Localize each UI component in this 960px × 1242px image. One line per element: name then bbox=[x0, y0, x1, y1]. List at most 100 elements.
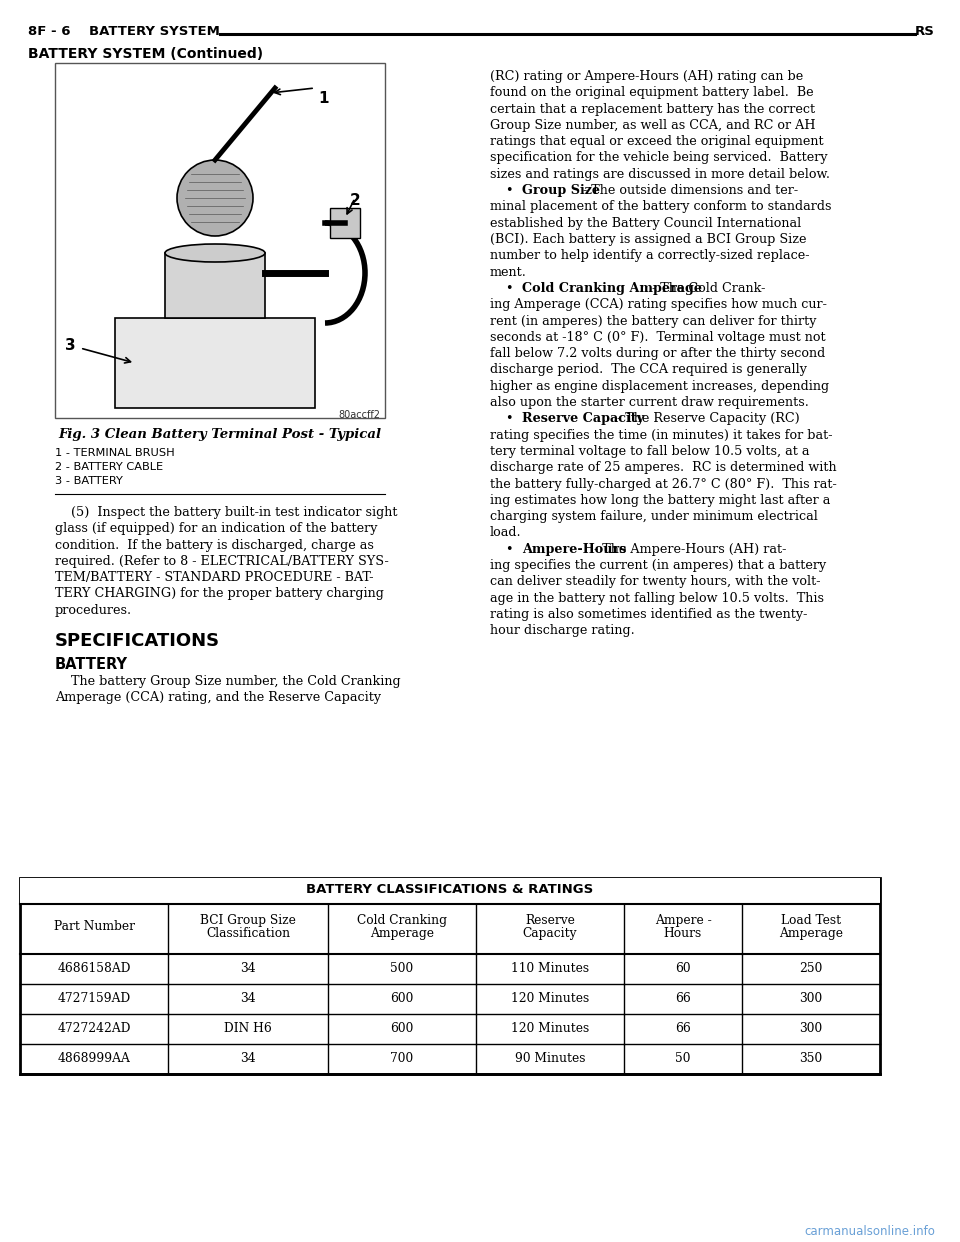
Text: ing specifies the current (in amperes) that a battery: ing specifies the current (in amperes) t… bbox=[490, 559, 827, 573]
Text: Cold Cranking Amperage: Cold Cranking Amperage bbox=[522, 282, 702, 294]
Text: Fig. 3 Clean Battery Terminal Post - Typical: Fig. 3 Clean Battery Terminal Post - Typ… bbox=[59, 428, 381, 441]
Text: 4727242AD: 4727242AD bbox=[58, 1021, 131, 1035]
Text: - The Ampere-Hours (AH) rat-: - The Ampere-Hours (AH) rat- bbox=[590, 543, 787, 555]
Text: minal placement of the battery conform to standards: minal placement of the battery conform t… bbox=[490, 200, 831, 214]
Text: BATTERY: BATTERY bbox=[55, 657, 128, 672]
Text: 600: 600 bbox=[391, 1021, 414, 1035]
Ellipse shape bbox=[165, 243, 265, 262]
Text: 3: 3 bbox=[65, 338, 76, 353]
Text: 2 - BATTERY CABLE: 2 - BATTERY CABLE bbox=[55, 462, 163, 472]
Text: Amperage: Amperage bbox=[370, 927, 434, 940]
Text: Group Size: Group Size bbox=[522, 184, 600, 197]
Text: 8F - 6    BATTERY SYSTEM: 8F - 6 BATTERY SYSTEM bbox=[28, 25, 220, 39]
Text: rent (in amperes) the battery can deliver for thirty: rent (in amperes) the battery can delive… bbox=[490, 314, 817, 328]
Text: required. (Refer to 8 - ELECTRICAL/BATTERY SYS-: required. (Refer to 8 - ELECTRICAL/BATTE… bbox=[55, 555, 389, 568]
Text: ment.: ment. bbox=[490, 266, 527, 278]
Text: rating specifies the time (in minutes) it takes for bat-: rating specifies the time (in minutes) i… bbox=[490, 428, 832, 442]
Text: load.: load. bbox=[490, 527, 521, 539]
Text: 250: 250 bbox=[800, 961, 823, 975]
Text: Capacity: Capacity bbox=[523, 927, 577, 940]
Text: 4868999AA: 4868999AA bbox=[58, 1052, 131, 1064]
Text: - The outside dimensions and ter-: - The outside dimensions and ter- bbox=[579, 184, 798, 197]
Text: 34: 34 bbox=[240, 961, 255, 975]
Text: Amperage: Amperage bbox=[779, 927, 843, 940]
Text: tery terminal voltage to fall below 10.5 volts, at a: tery terminal voltage to fall below 10.5… bbox=[490, 445, 809, 458]
Text: ing Amperage (CCA) rating specifies how much cur-: ing Amperage (CCA) rating specifies how … bbox=[490, 298, 827, 312]
Text: Classification: Classification bbox=[206, 927, 290, 940]
Text: sizes and ratings are discussed in more detail below.: sizes and ratings are discussed in more … bbox=[490, 168, 830, 181]
Text: can deliver steadily for twenty hours, with the volt-: can deliver steadily for twenty hours, w… bbox=[490, 575, 821, 589]
Text: Ampere-Hours: Ampere-Hours bbox=[522, 543, 626, 555]
Text: BATTERY SYSTEM (Continued): BATTERY SYSTEM (Continued) bbox=[28, 47, 263, 61]
Text: 3 - BATTERY: 3 - BATTERY bbox=[55, 476, 123, 486]
Text: 34: 34 bbox=[240, 991, 255, 1005]
Text: 350: 350 bbox=[800, 1052, 823, 1064]
Bar bbox=[55, 63, 385, 419]
Text: higher as engine displacement increases, depending: higher as engine displacement increases,… bbox=[490, 380, 829, 392]
Text: discharge period.  The CCA required is generally: discharge period. The CCA required is ge… bbox=[490, 364, 807, 376]
Text: 300: 300 bbox=[800, 991, 823, 1005]
Bar bbox=[20, 878, 880, 1074]
Text: glass (if equipped) for an indication of the battery: glass (if equipped) for an indication of… bbox=[55, 523, 377, 535]
Text: 120 Minutes: 120 Minutes bbox=[511, 991, 589, 1005]
Text: Ampere -: Ampere - bbox=[655, 914, 711, 927]
Text: Part Number: Part Number bbox=[54, 920, 134, 934]
Bar bbox=[20, 878, 880, 904]
Text: 66: 66 bbox=[675, 1021, 691, 1035]
Text: •: • bbox=[490, 282, 517, 294]
Text: Amperage (CCA) rating, and the Reserve Capacity: Amperage (CCA) rating, and the Reserve C… bbox=[55, 692, 381, 704]
Text: 1 - TERMINAL BRUSH: 1 - TERMINAL BRUSH bbox=[55, 448, 175, 458]
Text: rating is also sometimes identified as the twenty-: rating is also sometimes identified as t… bbox=[490, 607, 807, 621]
Text: ing estimates how long the battery might last after a: ing estimates how long the battery might… bbox=[490, 494, 830, 507]
Text: 4727159AD: 4727159AD bbox=[58, 991, 131, 1005]
Text: specification for the vehicle being serviced.  Battery: specification for the vehicle being serv… bbox=[490, 152, 828, 164]
Text: hour discharge rating.: hour discharge rating. bbox=[490, 625, 635, 637]
Bar bbox=[330, 207, 360, 238]
Bar bbox=[165, 253, 265, 318]
Text: The battery Group Size number, the Cold Cranking: The battery Group Size number, the Cold … bbox=[55, 676, 400, 688]
Text: BATTERY CLASSIFICATIONS & RATINGS: BATTERY CLASSIFICATIONS & RATINGS bbox=[306, 883, 593, 895]
Text: •: • bbox=[490, 184, 517, 197]
Text: seconds at -18° C (0° F).  Terminal voltage must not: seconds at -18° C (0° F). Terminal volta… bbox=[490, 330, 826, 344]
Text: carmanualsonline.info: carmanualsonline.info bbox=[804, 1225, 935, 1238]
Text: TERY CHARGING) for the proper battery charging: TERY CHARGING) for the proper battery ch… bbox=[55, 587, 384, 600]
Text: Group Size number, as well as CCA, and RC or AH: Group Size number, as well as CCA, and R… bbox=[490, 119, 815, 132]
Text: 34: 34 bbox=[240, 1052, 255, 1064]
Text: 300: 300 bbox=[800, 1021, 823, 1035]
Text: 500: 500 bbox=[391, 961, 414, 975]
Text: •: • bbox=[490, 543, 517, 555]
Text: 120 Minutes: 120 Minutes bbox=[511, 1021, 589, 1035]
Text: (BCI). Each battery is assigned a BCI Group Size: (BCI). Each battery is assigned a BCI Gr… bbox=[490, 233, 806, 246]
Text: (RC) rating or Ampere-Hours (AH) rating can be: (RC) rating or Ampere-Hours (AH) rating … bbox=[490, 70, 804, 83]
Text: •: • bbox=[490, 412, 517, 425]
Text: fall below 7.2 volts during or after the thirty second: fall below 7.2 volts during or after the… bbox=[490, 347, 826, 360]
Text: - The Cold Crank-: - The Cold Crank- bbox=[647, 282, 765, 294]
Circle shape bbox=[177, 160, 253, 236]
Text: RS: RS bbox=[915, 25, 935, 39]
Text: Load Test: Load Test bbox=[780, 914, 841, 927]
Text: Cold Cranking: Cold Cranking bbox=[357, 914, 447, 927]
Text: 60: 60 bbox=[675, 961, 691, 975]
Text: DIN H6: DIN H6 bbox=[224, 1021, 272, 1035]
Text: the battery fully-charged at 26.7° C (80° F).  This rat-: the battery fully-charged at 26.7° C (80… bbox=[490, 477, 837, 491]
Bar bbox=[115, 318, 315, 409]
Text: 1: 1 bbox=[318, 91, 328, 106]
Text: SPECIFICATIONS: SPECIFICATIONS bbox=[55, 632, 220, 650]
Text: 600: 600 bbox=[391, 991, 414, 1005]
Text: ratings that equal or exceed the original equipment: ratings that equal or exceed the origina… bbox=[490, 135, 824, 148]
Text: (5)  Inspect the battery built-in test indicator sight: (5) Inspect the battery built-in test in… bbox=[55, 505, 397, 519]
Text: Reserve Capacity: Reserve Capacity bbox=[522, 412, 644, 425]
Text: certain that a replacement battery has the correct: certain that a replacement battery has t… bbox=[490, 103, 815, 116]
Text: 2: 2 bbox=[350, 193, 361, 207]
Text: age in the battery not falling below 10.5 volts.  This: age in the battery not falling below 10.… bbox=[490, 591, 824, 605]
Text: 4686158AD: 4686158AD bbox=[58, 961, 131, 975]
Text: 50: 50 bbox=[675, 1052, 691, 1064]
Text: BCI Group Size: BCI Group Size bbox=[200, 914, 296, 927]
Text: 80accff2: 80accff2 bbox=[338, 410, 380, 420]
Text: condition.  If the battery is discharged, charge as: condition. If the battery is discharged,… bbox=[55, 539, 373, 551]
Text: 90 Minutes: 90 Minutes bbox=[515, 1052, 586, 1064]
Text: 700: 700 bbox=[391, 1052, 414, 1064]
Text: established by the Battery Council International: established by the Battery Council Inter… bbox=[490, 216, 802, 230]
Text: charging system failure, under minimum electrical: charging system failure, under minimum e… bbox=[490, 510, 818, 523]
Text: Hours: Hours bbox=[664, 927, 702, 940]
